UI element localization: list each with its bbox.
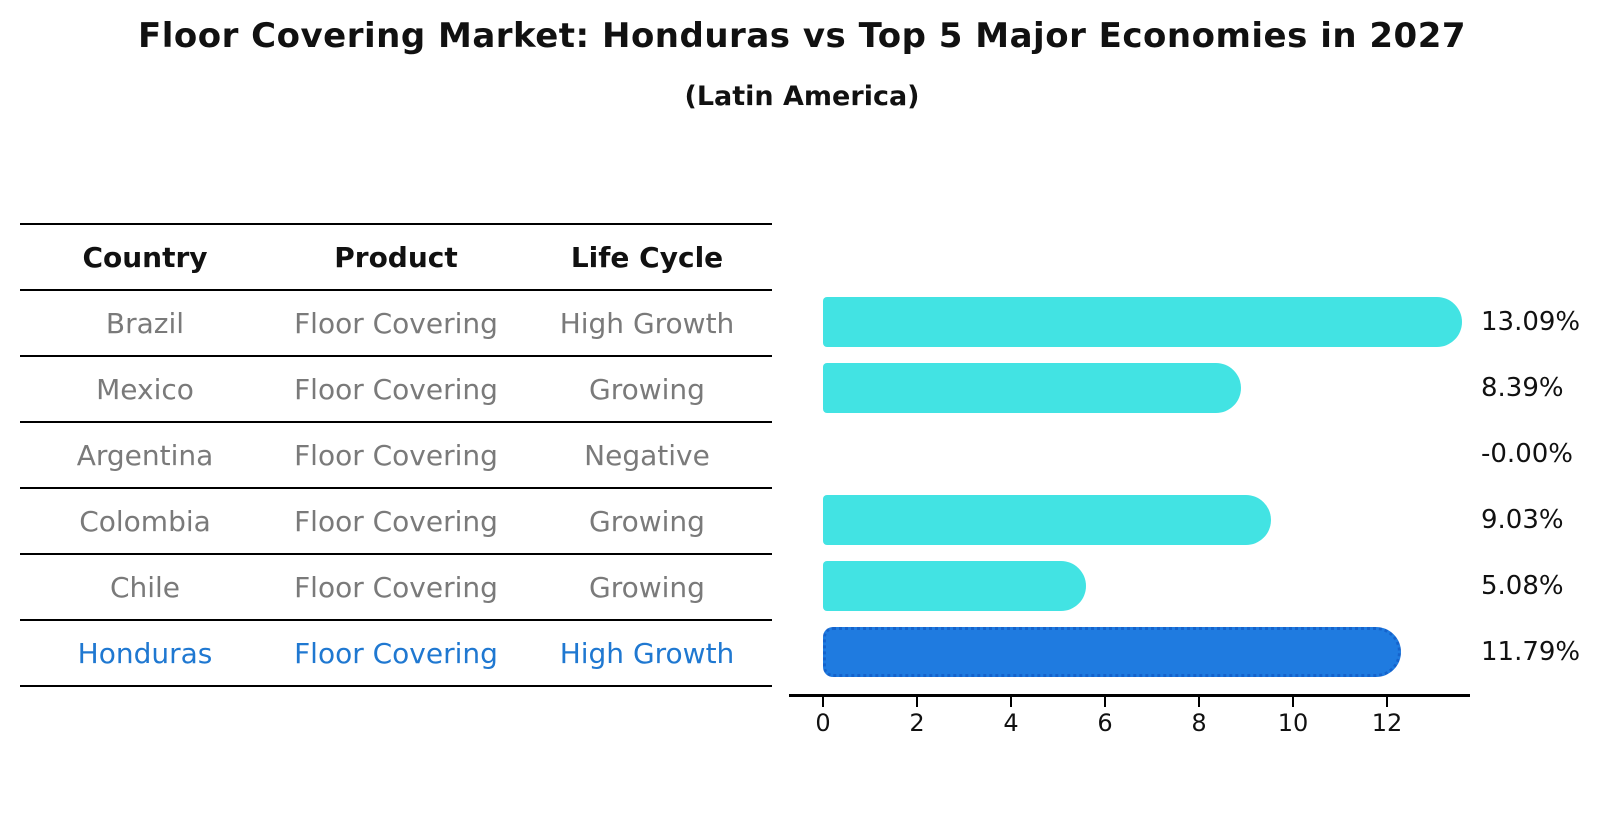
chart-subtitle: (Latin America) — [684, 81, 920, 112]
axis-tick-label: 12 — [1371, 709, 1403, 737]
product-cell: Floor Covering — [294, 438, 498, 472]
value-label-argentina: -0.00% — [1481, 439, 1573, 469]
value-label-chile: 5.08% — [1481, 571, 1564, 601]
country-cell: Mexico — [96, 372, 194, 406]
axis-tick — [1386, 697, 1388, 707]
chart-title: Floor Covering Market: Honduras vs Top 5… — [137, 16, 1467, 56]
axis-tick-label: 8 — [1191, 709, 1207, 737]
axis-tick-label: 6 — [1097, 709, 1113, 737]
axis-tick-label: 4 — [1003, 709, 1019, 737]
country-cell: Honduras — [77, 636, 213, 670]
value-label-honduras: 11.79% — [1481, 637, 1581, 667]
axis-tick — [822, 697, 824, 707]
header-life-cycle: Life Cycle — [570, 240, 724, 274]
x-axis-line — [789, 694, 1470, 697]
bar-honduras — [823, 627, 1402, 677]
table-row: Argentina Floor Covering Negative — [20, 423, 772, 489]
axis-tick-label: 2 — [909, 709, 925, 737]
header-product: Product — [334, 240, 458, 274]
table-row: Brazil Floor Covering High Growth — [20, 291, 772, 357]
table-header-row: Country Product Life Cycle — [20, 225, 772, 291]
axis-tick — [1292, 697, 1294, 707]
axis-tick — [916, 697, 918, 707]
axis-tick-label: 10 — [1277, 709, 1309, 737]
header-country: Country — [82, 240, 208, 274]
country-cell: Colombia — [79, 504, 211, 538]
product-cell: Floor Covering — [294, 636, 498, 670]
product-cell: Floor Covering — [294, 306, 498, 340]
comparison-table: Country Product Life Cycle Brazil Floor … — [20, 223, 772, 687]
life-cycle-cell: Growing — [589, 372, 705, 406]
bar-chile — [823, 561, 1086, 611]
value-label-mexico: 8.39% — [1481, 373, 1564, 403]
value-label-brazil: 13.09% — [1481, 307, 1581, 337]
product-cell: Floor Covering — [294, 570, 498, 604]
product-cell: Floor Covering — [294, 372, 498, 406]
country-cell: Chile — [109, 570, 181, 604]
bar-brazil — [823, 297, 1463, 347]
life-cycle-cell: Growing — [589, 504, 705, 538]
product-cell: Floor Covering — [294, 504, 498, 538]
axis-tick-label: 0 — [815, 709, 831, 737]
bar-colombia — [823, 495, 1272, 545]
life-cycle-cell: High Growth — [559, 636, 735, 670]
table-row: Chile Floor Covering Growing — [20, 555, 772, 621]
country-cell: Brazil — [105, 306, 185, 340]
life-cycle-cell: Negative — [584, 438, 710, 472]
bar-mexico — [823, 363, 1242, 413]
country-cell: Argentina — [76, 438, 214, 472]
life-cycle-cell: Growing — [589, 570, 705, 604]
value-label-colombia: 9.03% — [1481, 505, 1564, 535]
table-row: Honduras Floor Covering High Growth — [20, 621, 772, 687]
axis-tick — [1198, 697, 1200, 707]
table-row: Mexico Floor Covering Growing — [20, 357, 772, 423]
axis-tick — [1010, 697, 1012, 707]
axis-tick — [1104, 697, 1106, 707]
life-cycle-cell: High Growth — [559, 306, 735, 340]
table-row: Colombia Floor Covering Growing — [20, 489, 772, 555]
